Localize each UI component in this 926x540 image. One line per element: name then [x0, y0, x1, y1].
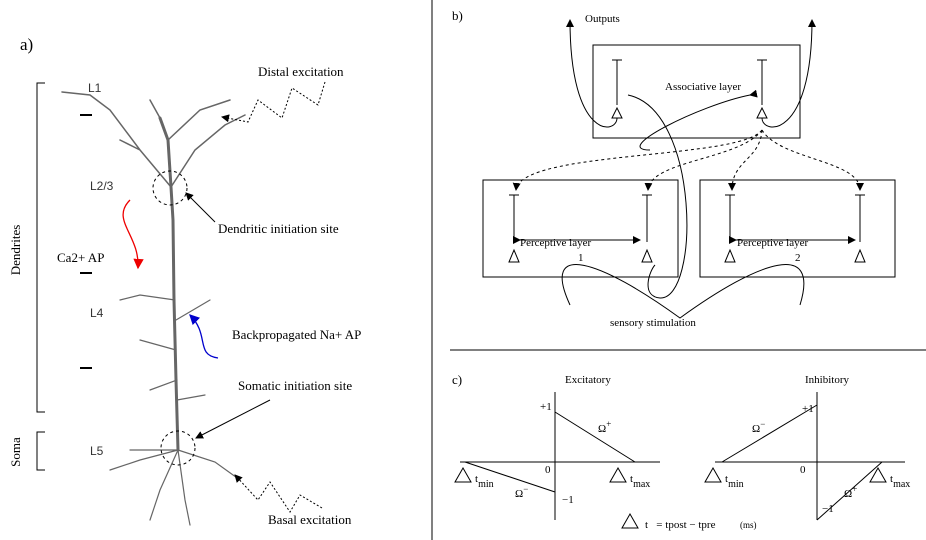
panel-label: b)	[452, 8, 463, 23]
panel-a: a) Dendrites Soma L1 L2/3 L4 L5 Distal e…	[8, 35, 361, 527]
t-sub: max	[893, 479, 910, 490]
omega-sup: −	[760, 419, 765, 429]
axis-label: +1	[802, 403, 814, 415]
dendrites-label: Dendrites	[8, 225, 23, 276]
plot-title: Excitatory	[565, 374, 611, 386]
delta	[622, 514, 638, 528]
axis-label: +1	[540, 401, 552, 413]
neurons	[509, 20, 865, 318]
figure: a) Dendrites Soma L1 L2/3 L4 L5 Distal e…	[0, 0, 926, 540]
perceptive-number: 1	[578, 252, 584, 264]
arrow	[235, 475, 322, 512]
formula-unit: (ms)	[740, 520, 757, 530]
svg-text:Ω−: Ω−	[752, 419, 765, 435]
inhibitory-plot: Inhibitory +1 −1 0 Ω+ Ω− tmin tmax	[705, 374, 910, 520]
svg-text:tmin: tmin	[475, 473, 494, 490]
layer-label: L2/3	[90, 179, 114, 193]
panel-b: b) Outputs Associative layer Perceptive …	[452, 8, 895, 329]
associative-label: Associative layer	[665, 81, 741, 93]
arrow	[196, 400, 270, 438]
perceptive-number: 2	[795, 252, 801, 264]
soma-label: Soma	[8, 437, 23, 467]
axis-label: 0	[545, 464, 551, 476]
t-sub: max	[633, 479, 650, 490]
perceptive-label: Perceptive layer	[737, 237, 808, 249]
omega-sup: +	[852, 484, 857, 494]
na-ap-label: Backpropagated Na+ AP	[232, 327, 361, 342]
omega: Ω	[598, 423, 606, 435]
axis-label: −1	[562, 494, 574, 506]
omega-sup: +	[606, 419, 611, 429]
t-sub: min	[728, 479, 744, 490]
arrow	[123, 200, 138, 268]
arrow	[190, 315, 218, 358]
axis-label: 0	[800, 464, 806, 476]
omega: Ω	[752, 423, 760, 435]
panel-label: c)	[452, 372, 462, 387]
layer-tick	[80, 115, 92, 368]
basal-label: Basal excitation	[268, 512, 352, 527]
layer-label: L4	[90, 306, 104, 320]
svg-text:tmax: tmax	[890, 473, 910, 490]
axis-label: −1	[822, 503, 834, 515]
omega: Ω	[844, 488, 852, 500]
outputs-label: Outputs	[585, 13, 620, 25]
layer-label: L1	[88, 81, 102, 95]
panel-c: c) Excitatory +1 −1 0 Ω+ Ω− tmin tmax In…	[452, 372, 910, 531]
plot-title: Inhibitory	[805, 374, 849, 386]
svg-text:Ω+: Ω+	[844, 484, 857, 500]
svg-text:Ω+: Ω+	[598, 419, 611, 435]
axes	[460, 392, 660, 520]
svg-text:tmax: tmax	[630, 473, 650, 490]
excitatory-plot: Excitatory +1 −1 0 Ω+ Ω− tmin tmax	[455, 374, 660, 520]
dendritic-site-label: Dendritic initiation site	[218, 221, 339, 236]
svg-text:Ω−: Ω−	[515, 484, 528, 500]
ca-ap-label: Ca2+ AP	[57, 250, 104, 265]
t-sub: min	[478, 479, 494, 490]
bracket	[37, 83, 45, 470]
omega-sup: −	[523, 484, 528, 494]
layer-label: L5	[90, 444, 104, 458]
omega: Ω	[515, 488, 523, 500]
distal-label: Distal excitation	[258, 64, 344, 79]
arrow	[222, 82, 325, 122]
panel-label: a)	[20, 35, 33, 54]
sensory-label: sensory stimulation	[610, 317, 696, 329]
arrow	[186, 193, 215, 222]
somatic-site-label: Somatic initiation site	[238, 378, 352, 393]
formula: t = tpost − tpre	[645, 519, 716, 531]
svg-text:tmin: tmin	[725, 473, 744, 490]
perceptive-label: Perceptive layer	[520, 237, 591, 249]
